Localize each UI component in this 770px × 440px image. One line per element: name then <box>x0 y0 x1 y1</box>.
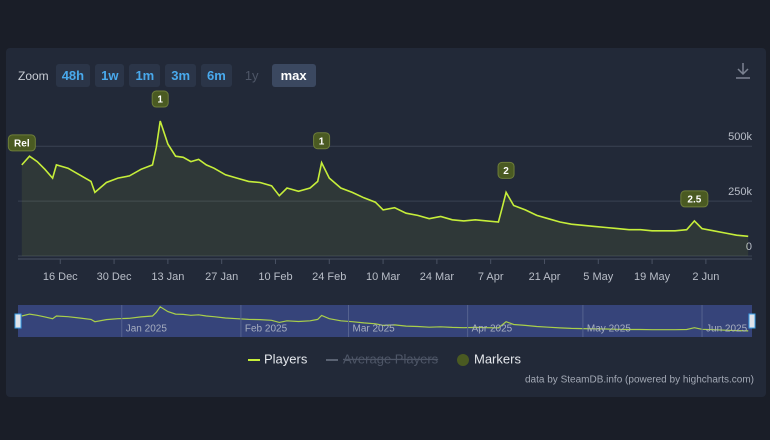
zoom-button[interactable]: 3m <box>165 64 197 87</box>
line <box>21 120 749 238</box>
x-tick-label: 10 Feb <box>258 271 292 283</box>
x-tick-label: 7 Apr <box>478 271 504 283</box>
y-tick-label: 500k <box>728 131 752 143</box>
marker <box>680 190 709 208</box>
navigator-label: Apr 2025 <box>472 324 513 335</box>
x-tick-label: 10 Mar <box>366 271 401 283</box>
zoom-label: Zoom <box>18 68 49 83</box>
marker-label: 1 <box>157 95 163 106</box>
x-tick-label: 16 Dec <box>43 271 78 283</box>
x-tick-label: 2 Jun <box>692 271 719 283</box>
x-tick-label: 30 Dec <box>97 271 132 283</box>
zoom-button[interactable]: 1m <box>129 64 161 87</box>
x-tick-label: 24 Mar <box>420 271 455 283</box>
navigator-handle[interactable] <box>14 313 22 329</box>
legend-item[interactable]: Average Players <box>343 351 439 366</box>
x-tick-label: 13 Jan <box>151 271 184 283</box>
navigator-bg <box>18 305 752 337</box>
navigator-label: Jun 2025 <box>706 324 748 335</box>
marker-label: 2.5 <box>687 195 701 206</box>
marker-label: 2 <box>503 166 509 177</box>
chart-card: Zoom 48h 1w 1m 3m 6m 1y max <box>6 48 766 397</box>
navigator-handle[interactable] <box>748 313 756 329</box>
navigator-label: Mar 2025 <box>352 324 395 335</box>
marker <box>497 161 515 179</box>
x-tick-label: 21 Apr <box>529 271 561 283</box>
zoom-button[interactable]: max <box>271 64 316 87</box>
zoom-button[interactable]: 6m <box>201 64 232 87</box>
area <box>21 121 749 256</box>
marker <box>151 90 169 108</box>
x-tick-label: 19 May <box>634 271 671 283</box>
y-tick-label: 0 <box>746 241 752 253</box>
navigator-label: Jan 2025 <box>126 324 168 335</box>
x-tick-label: 24 Feb <box>312 271 346 283</box>
marker <box>313 132 331 150</box>
legend-item[interactable]: Markers <box>474 351 521 366</box>
navigator-label: Feb 2025 <box>245 324 288 335</box>
legend-item[interactable]: Players <box>264 351 308 366</box>
x-tick-label: 27 Jan <box>205 271 238 283</box>
credits: data by SteamDB.info (powered by highcha… <box>525 375 754 386</box>
marker-label: 1 <box>319 136 325 147</box>
y-tick-label: 250k <box>728 186 752 198</box>
marker <box>7 134 36 152</box>
zoom-button[interactable]: 48h <box>55 64 91 87</box>
zoom-button[interactable]: 1y <box>244 68 259 83</box>
download-icon[interactable] <box>736 63 750 79</box>
navigator-line <box>21 305 749 332</box>
x-tick-label: 5 May <box>583 271 613 283</box>
legend-symbol <box>457 354 469 366</box>
marker-label: Rel <box>14 139 30 150</box>
zoom-bar: Zoom 48h 1w 1m 3m 6m 1y max <box>18 64 316 87</box>
zoom-button[interactable]: 1w <box>95 64 125 87</box>
navigator-label: May 2025 <box>587 324 631 335</box>
